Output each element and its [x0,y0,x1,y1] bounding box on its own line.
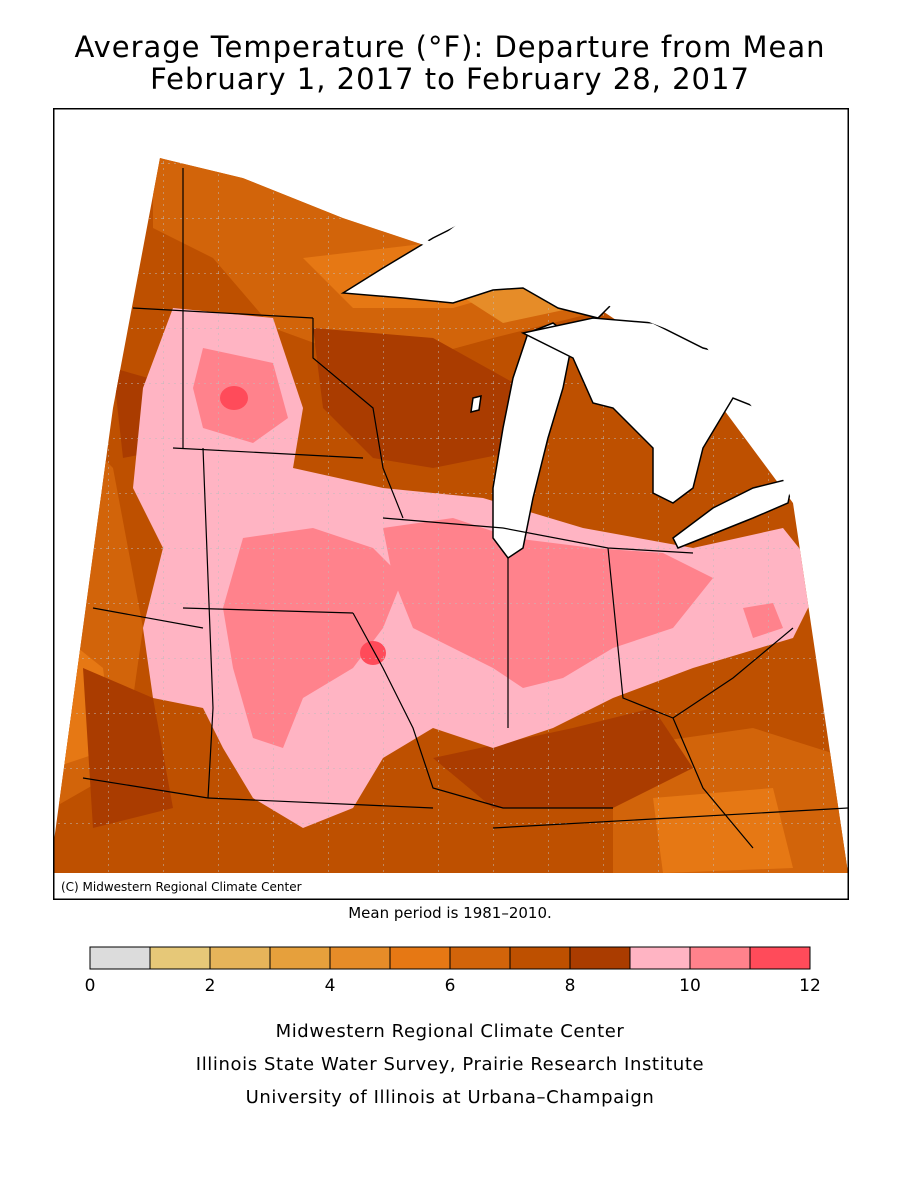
legend-swatch-4-5 [329,946,391,970]
legend-swatch-5-6 [389,946,451,970]
legend-swatch-1-2 [149,946,211,970]
legend-tick-2: 2 [204,976,216,996]
legend-swatch-9-10 [629,946,691,970]
map-subtitle: February 1, 2017 to February 28, 2017 [150,62,750,96]
canada-land [160,138,813,503]
legend-swatch-6-7 [449,946,511,970]
legend-swatch-2-3 [209,946,271,970]
legend-tick-0: 0 [84,976,96,996]
legend-swatch-7-8 [509,946,571,970]
legend-swatch-3-4 [269,946,331,970]
legend-tick-6: 6 [444,976,456,996]
great-lakes [340,222,794,560]
legend-swatch-8-9 [569,946,631,970]
credit-line-uiuc: University of Illinois at Urbana–Champai… [245,1087,655,1108]
temperature-departure-map [53,108,849,900]
credit-line-mrcc: Midwestern Regional Climate Center [275,1021,625,1042]
lake-huron-and-michigan-north [520,317,774,504]
color-legend [89,946,811,970]
map-title: Average Temperature (°F): Departure from… [74,30,826,64]
mean-period-note: Mean period is 1981–2010. [348,904,552,922]
legend-swatch-0-1 [89,946,151,970]
legend-swatch-10-11 [689,946,751,970]
state-boundaries [82,168,849,849]
lake-winnebago [470,395,482,413]
lake-erie [672,476,794,549]
legend-tick-10: 10 [679,976,701,996]
legend-tick-8: 8 [564,976,576,996]
legend-swatch-11-12 [749,946,811,970]
copyright-label: (C) Midwestern Regional Climate Center [57,879,306,896]
legend-tick-4: 4 [324,976,336,996]
legend-tick-12: 12 [799,976,821,996]
credit-line-isws: Illinois State Water Survey, Prairie Res… [195,1054,705,1075]
